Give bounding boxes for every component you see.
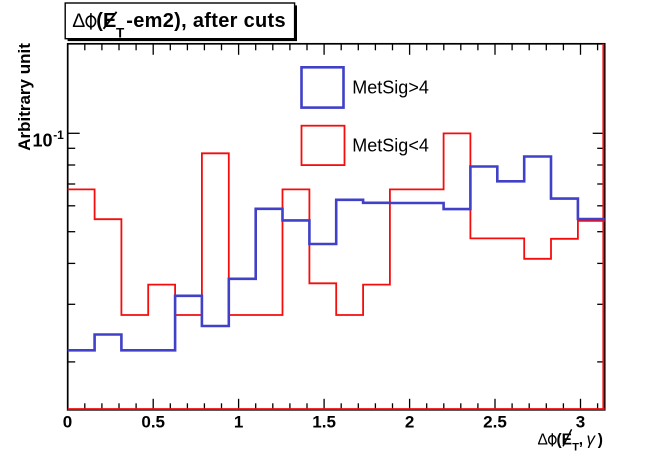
svg-text:T: T — [572, 442, 579, 454]
svg-text:T: T — [116, 26, 125, 41]
svg-text:(E: (E — [96, 10, 116, 32]
svg-text:Δ: Δ — [72, 10, 85, 32]
svg-text:γ: γ — [587, 430, 597, 449]
svg-text:0.5: 0.5 — [141, 413, 165, 432]
svg-text:2.5: 2.5 — [483, 413, 507, 432]
svg-text:MetSig>4: MetSig>4 — [352, 77, 429, 97]
svg-text:1.5: 1.5 — [312, 413, 336, 432]
svg-text:3: 3 — [576, 413, 585, 432]
svg-text:-1: -1 — [53, 128, 64, 142]
svg-text:Δ: Δ — [538, 431, 548, 448]
svg-text:): ) — [598, 431, 603, 448]
svg-text:-em2), after cuts: -em2), after cuts — [126, 10, 286, 32]
svg-text:0: 0 — [63, 413, 72, 432]
svg-text:MetSig<4: MetSig<4 — [352, 135, 429, 155]
svg-text:10: 10 — [32, 131, 52, 151]
svg-text:1: 1 — [234, 413, 243, 432]
svg-text:,: , — [579, 431, 583, 448]
svg-text:Arbitrary unit: Arbitrary unit — [15, 43, 34, 151]
svg-text:2: 2 — [405, 413, 414, 432]
